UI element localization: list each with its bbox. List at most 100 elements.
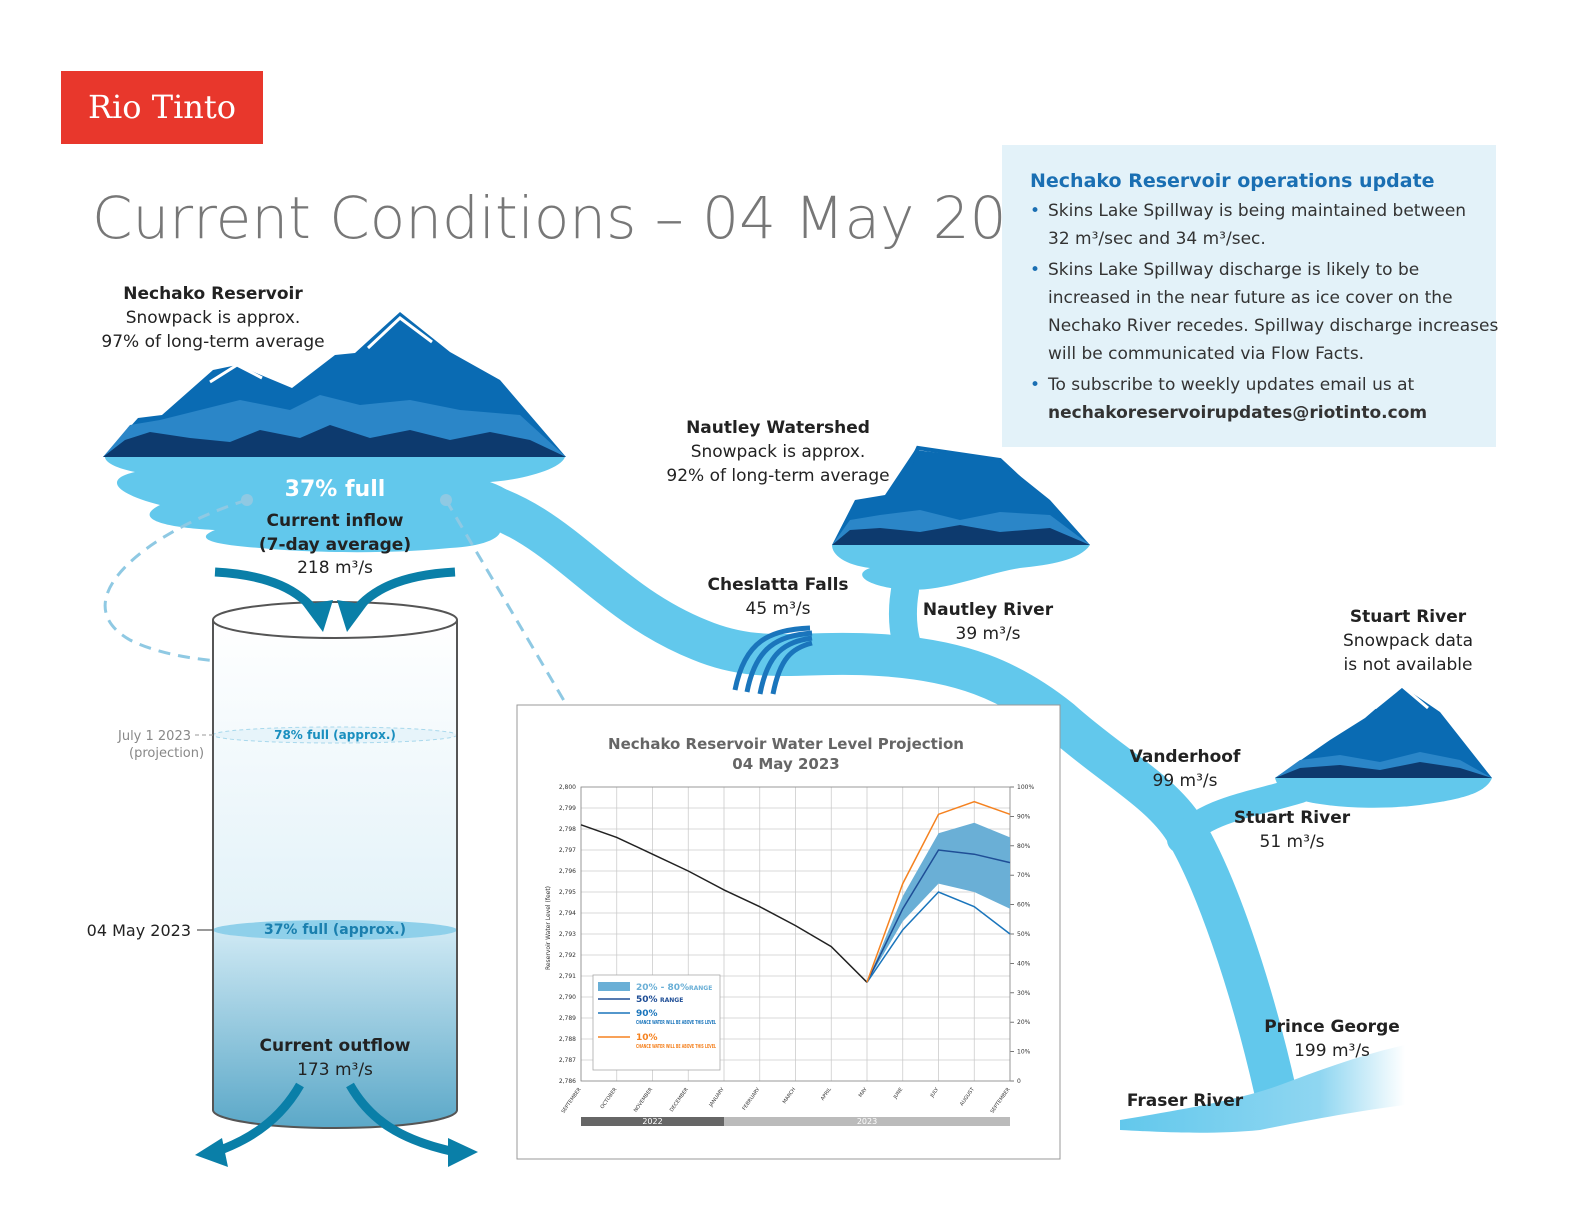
y2-tick-label: 100%: [1017, 784, 1034, 791]
series-line: [866, 891, 1011, 983]
label: 199 m³/s: [1294, 1041, 1370, 1061]
chart-title: Nechako Reservoir Water Level Projection: [608, 735, 964, 753]
y2-tick-label: 50%: [1017, 931, 1031, 938]
y2-tick-label: 70%: [1017, 872, 1031, 879]
label: (7-day average): [259, 535, 411, 555]
update-bullets: • Skins Lake Spillway is being maintained…: [1030, 201, 1498, 423]
legend-note: CHANCE WATER WILL BE ABOVE THIS LEVEL: [636, 1044, 716, 1050]
legend-label: 50%: [636, 995, 658, 1005]
cylinder-top: [212, 601, 458, 639]
chart: 2,786 2,787 2,788 2,789 2,790 2,791 2,792 2,793…: [559, 784, 1034, 1126]
y-tick-label: 2,787: [559, 1057, 576, 1064]
y2-tick-label: 30%: [1017, 990, 1031, 997]
page-title: Current Conditions – 04 May 2023: [92, 184, 1080, 252]
update-text: Skins Lake Spillway discharge is likely …: [1048, 260, 1419, 280]
falls: [732, 625, 813, 695]
fraser-river: [1120, 1045, 1405, 1133]
label: 218 m³/s: [297, 558, 373, 578]
legend-note: RANGE: [660, 997, 683, 1004]
y-tick-label: 2,795: [559, 889, 576, 896]
x-tick-label: JULY: [929, 1086, 941, 1099]
label: Current outflow: [260, 1036, 411, 1056]
connectors: [103, 498, 585, 734]
update-text: Skins Lake Spillway is being maintained …: [1048, 201, 1466, 221]
mountain-base: [103, 425, 566, 457]
label: Cheslatta Falls: [707, 575, 848, 595]
y2-tick-label: 10%: [1017, 1049, 1031, 1056]
chart-subtitle: 04 May 2023: [732, 755, 839, 773]
legend-note: RANGE: [689, 985, 712, 992]
stuart-lake: [1275, 778, 1492, 808]
logo: Rio Tinto: [88, 88, 236, 126]
update-text: 32 m³/sec and 34 m³/sec.: [1048, 229, 1266, 249]
label: Nautley River: [923, 600, 1054, 620]
update-text: will be communicated via Flow Facts.: [1048, 344, 1364, 364]
label: Fraser River: [1127, 1091, 1244, 1111]
bullet: •: [1030, 201, 1040, 221]
series-line: [866, 800, 1011, 983]
label: 78% full (approx.): [274, 728, 396, 742]
snow: [1374, 684, 1429, 710]
logo-box: [61, 71, 263, 144]
y-tick-label: 2,798: [559, 826, 576, 833]
label: 45 m³/s: [746, 599, 811, 619]
legend-label: 90%: [636, 1009, 658, 1019]
y-tick-label: 2,792: [559, 952, 576, 959]
update-heading: Nechako Reservoir operations update: [1030, 170, 1435, 192]
y-tick-label: 2,800: [559, 784, 576, 791]
series-line: [580, 824, 868, 983]
legend-swatch: [598, 982, 630, 991]
label: 99 m³/s: [1153, 771, 1218, 791]
range-band: [867, 822, 1010, 983]
y2-tick-label: 90%: [1017, 813, 1031, 820]
dot: [440, 494, 452, 506]
label: Snowpack is approx.: [126, 308, 301, 328]
y2-tick-label: 60%: [1017, 902, 1031, 909]
update-text: increased in the near future as ice cove…: [1048, 288, 1453, 308]
cylinder-water: [213, 930, 457, 1128]
label: is not available: [1344, 655, 1473, 675]
label: 97% of long-term average: [101, 332, 324, 352]
y2-tick-label: 0: [1017, 1078, 1021, 1085]
snow: [366, 316, 433, 350]
label: 37% full (approx.): [264, 922, 406, 938]
year-bar: [581, 1117, 724, 1126]
legend-label: 10%: [636, 1033, 658, 1043]
rivers: [449, 479, 1313, 1111]
update-email: nechakoreservoirupdates@riotinto.com: [1048, 403, 1427, 423]
level-current: [213, 920, 457, 940]
series-line: [866, 849, 1011, 983]
bullet: •: [1030, 260, 1040, 280]
label: (projection): [129, 746, 204, 761]
y-axis-label: Reservoir Water Level (feet): [545, 886, 552, 970]
y-tick-label: 2,788: [559, 1036, 576, 1043]
x-tick-label: MAY: [858, 1086, 869, 1099]
label: Current inflow: [267, 511, 404, 531]
y-tick-label: 2,793: [559, 931, 576, 938]
cylinder-outline: [212, 620, 458, 1129]
dot: [241, 494, 253, 506]
y-tick-label: 2,790: [559, 994, 576, 1001]
update-text: To subscribe to weekly updates email us …: [1047, 375, 1415, 395]
label: 39 m³/s: [956, 624, 1021, 644]
bullet: •: [1030, 375, 1040, 395]
label: Snowpack is approx.: [691, 442, 866, 462]
label: 173 m³/s: [297, 1060, 373, 1080]
label: Prince George: [1264, 1017, 1400, 1037]
y-tick-label: 2,786: [559, 1078, 576, 1085]
label: Nautley Watershed: [686, 418, 870, 438]
stuart-mountain: [1275, 686, 1492, 778]
label: 51 m³/s: [1260, 832, 1325, 852]
chart-frame: [516, 704, 1061, 1160]
label: Vanderhoof: [1130, 747, 1241, 767]
nautley-lake: [832, 545, 1090, 590]
y-tick-label: 2,791: [559, 973, 576, 980]
year-label: 2022: [642, 1117, 662, 1126]
mountain-base: [1275, 762, 1492, 778]
label: 37% full: [285, 477, 386, 502]
label: Stuart River: [1350, 607, 1467, 627]
y-tick-label: 2,797: [559, 847, 576, 854]
